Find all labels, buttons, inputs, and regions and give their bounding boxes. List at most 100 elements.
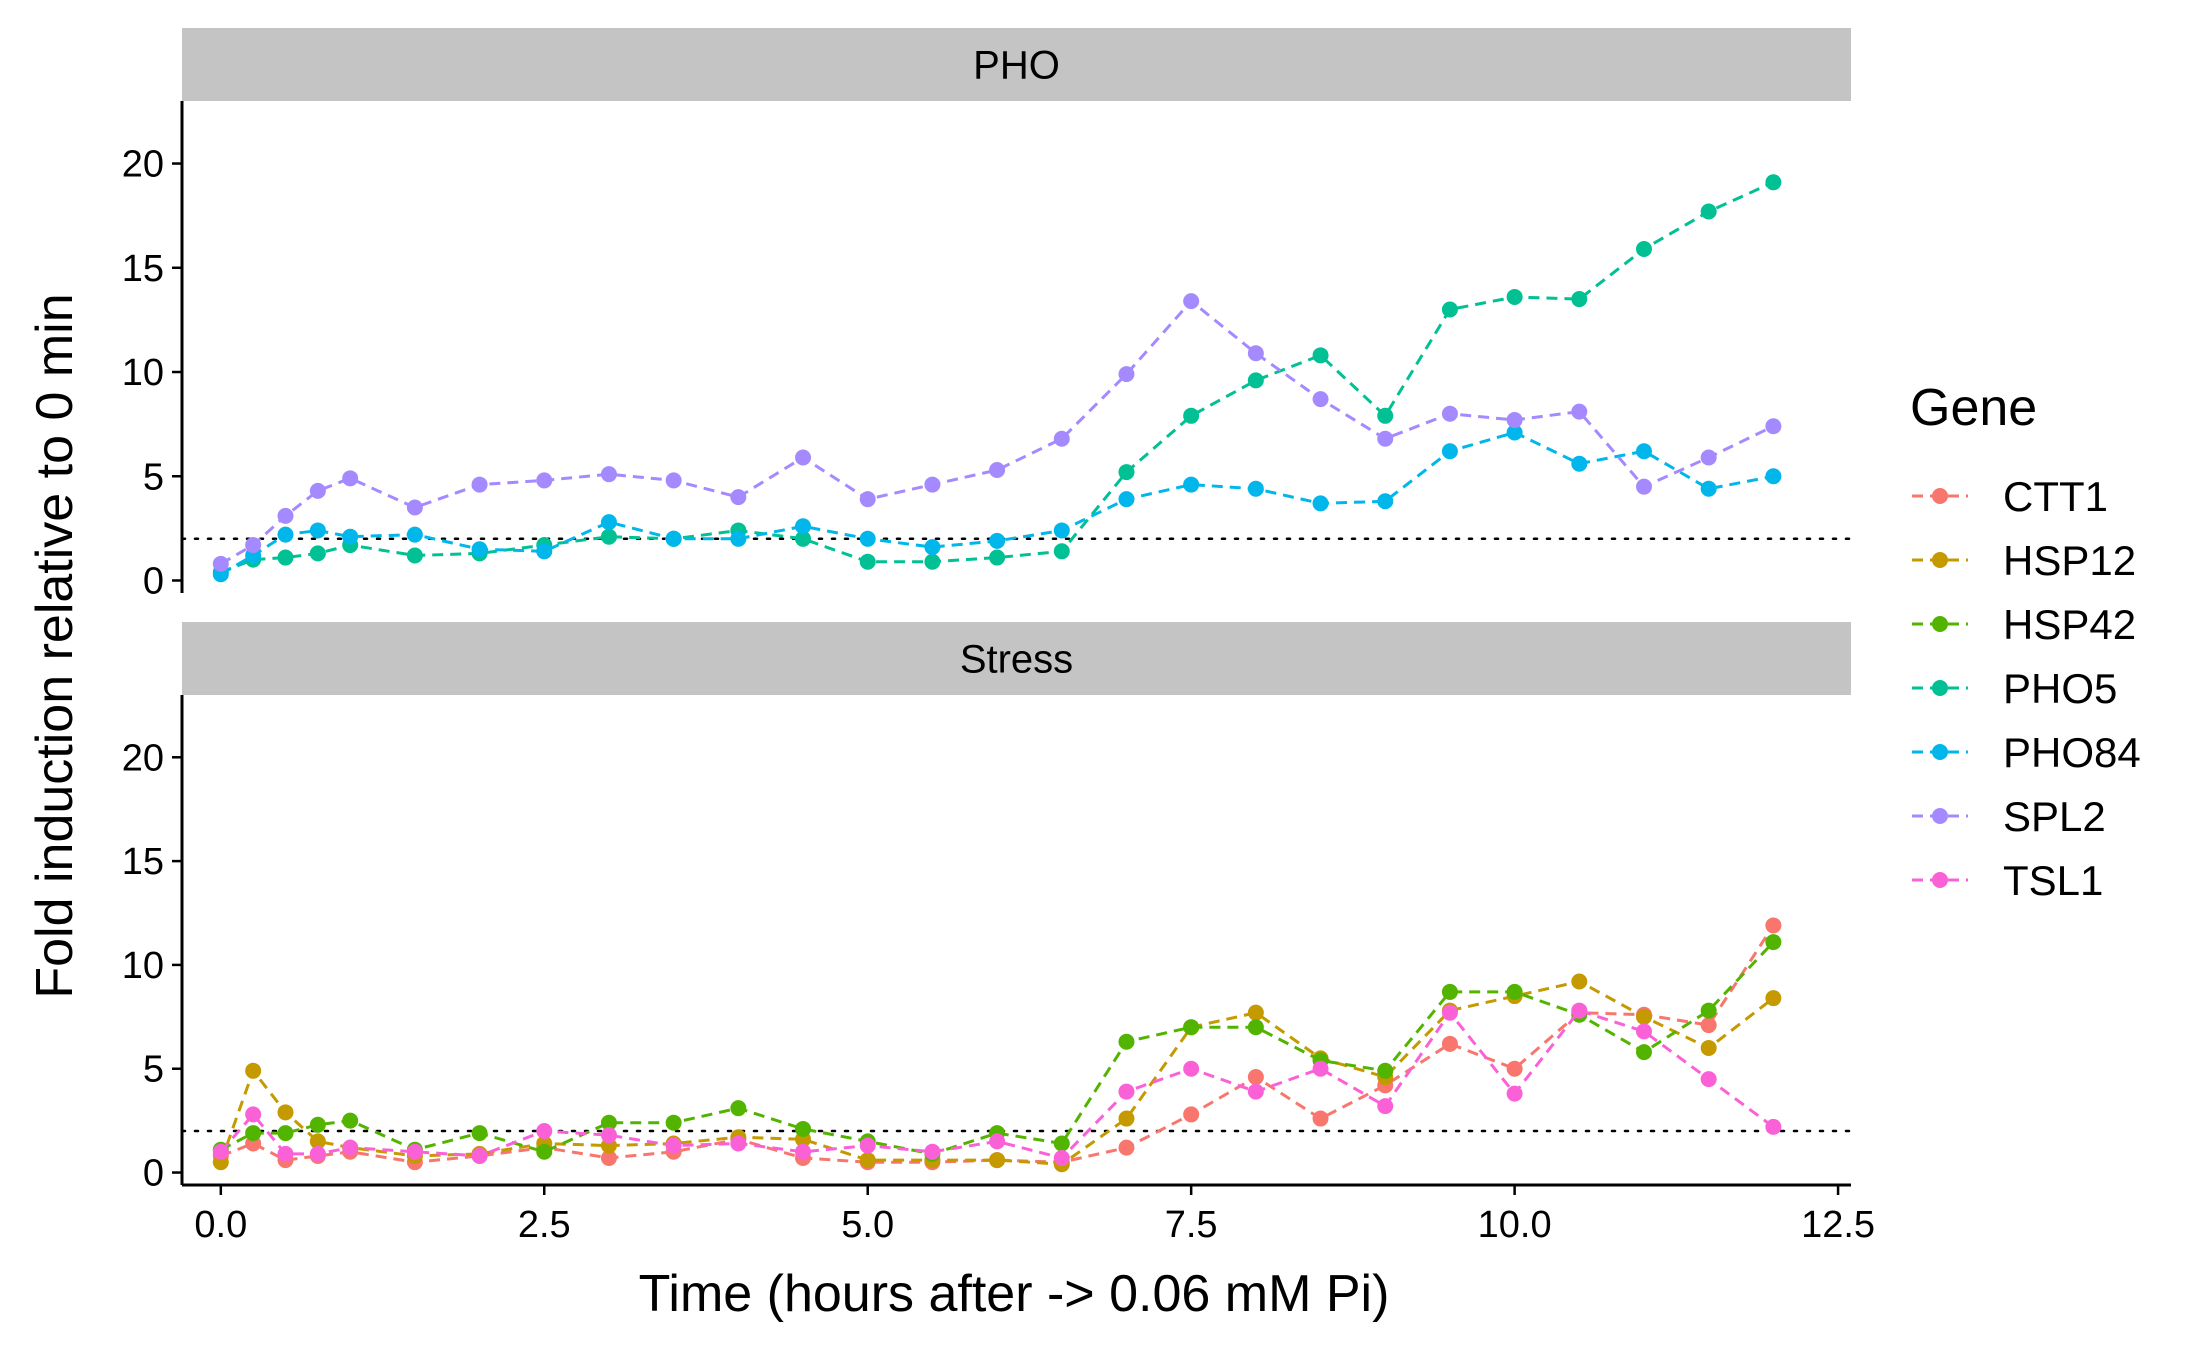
data-point [665, 530, 682, 547]
data-point [600, 1150, 617, 1167]
data-point [1377, 430, 1394, 447]
data-point [1635, 478, 1652, 495]
data-point [1506, 1060, 1523, 1077]
data-point [859, 1137, 876, 1154]
legend-key-point [1932, 808, 1948, 824]
legend-item-ctt1: CTT1 [1912, 473, 2108, 520]
x-axis: 0.0 2.5 5.0 7.5 10.0 12.5 [182, 1183, 1875, 1246]
data-point [989, 549, 1006, 566]
x-tick-label: 0.0 [194, 1204, 247, 1246]
y-tick-label: 15 [122, 841, 164, 883]
legend-label: CTT1 [2003, 473, 2108, 520]
data-point [212, 1143, 229, 1160]
data-point [989, 1152, 1006, 1169]
data-point [406, 499, 423, 516]
data-point [309, 482, 326, 499]
data-point [1700, 449, 1717, 466]
data-point [1765, 990, 1782, 1007]
y-tick-label: 10 [122, 945, 164, 987]
y-tick-label: 10 [122, 352, 164, 394]
data-point [1312, 391, 1329, 408]
data-point [730, 1135, 747, 1152]
y-tick-label: 5 [143, 1049, 164, 1091]
legend-key-point [1932, 872, 1948, 888]
data-point [342, 1139, 359, 1156]
data-point [406, 547, 423, 564]
data-point [1635, 1023, 1652, 1040]
legend-item-tsl1: TSL1 [1912, 857, 2103, 904]
data-point [1118, 1033, 1135, 1050]
data-point [342, 528, 359, 545]
legend-item-pho84: PHO84 [1912, 729, 2141, 776]
data-point [277, 507, 294, 524]
data-point [1183, 1019, 1200, 1036]
x-tick-label: 12.5 [1801, 1204, 1875, 1246]
data-point [600, 1127, 617, 1144]
data-point [1700, 1017, 1717, 1034]
data-point [1571, 291, 1588, 308]
data-point [989, 1133, 1006, 1150]
data-point [342, 470, 359, 487]
y-tick-label: 0 [143, 560, 164, 602]
facet-strip-label: Stress [960, 638, 1073, 682]
data-point [1247, 1069, 1264, 1086]
data-point [471, 476, 488, 493]
data-point [1441, 1004, 1458, 1021]
legend-label: HSP42 [2003, 601, 2136, 648]
y-tick-label: 15 [122, 248, 164, 290]
data-point [859, 491, 876, 508]
series-line [220, 430, 1774, 576]
data-point [600, 1114, 617, 1131]
legend-key-point [1932, 616, 1948, 632]
data-point [1053, 1150, 1070, 1167]
data-point [924, 553, 941, 570]
x-tick-label: 7.5 [1165, 1204, 1218, 1246]
legend-key-point [1932, 552, 1948, 568]
data-point [1700, 1039, 1717, 1056]
data-point [1700, 1071, 1717, 1088]
data-point [1700, 480, 1717, 497]
data-point [1506, 424, 1523, 441]
legend-label: TSL1 [2003, 857, 2103, 904]
data-point [600, 528, 617, 545]
legend-key-point [1932, 744, 1948, 760]
data-point [859, 1152, 876, 1169]
data-point [245, 537, 262, 554]
data-point [1053, 543, 1070, 560]
data-point [471, 1125, 488, 1142]
data-point [1765, 174, 1782, 191]
data-point [277, 1125, 294, 1142]
data-point [1118, 366, 1135, 383]
series-spl2 [212, 293, 1782, 572]
data-point [1247, 345, 1264, 362]
panel-stress: Stress 0 5 10 15 20 [122, 622, 1853, 1195]
data-point [1183, 476, 1200, 493]
data-point [277, 526, 294, 543]
data-point [406, 1143, 423, 1160]
data-point [1571, 403, 1588, 420]
data-point [730, 1100, 747, 1117]
data-point [536, 472, 553, 489]
data-point [1635, 1044, 1652, 1061]
legend-key-point [1932, 680, 1948, 696]
data-point [1118, 464, 1135, 481]
facet-strip-label: PHO [973, 44, 1060, 88]
legend-item-hsp42: HSP42 [1912, 601, 2136, 648]
data-point [1765, 934, 1782, 951]
data-point [245, 1125, 262, 1142]
data-point [1441, 301, 1458, 318]
data-point [277, 1104, 294, 1121]
legend-item-hsp12: HSP12 [1912, 537, 2136, 584]
x-tick-label: 2.5 [518, 1204, 571, 1246]
data-point [1053, 430, 1070, 447]
data-point [406, 526, 423, 543]
legend-label: PHO5 [2003, 665, 2117, 712]
data-point [212, 555, 229, 572]
legend-key-point [1932, 488, 1948, 504]
legend-label: HSP12 [2003, 537, 2136, 584]
y-axis-title: Fold induction relative to 0 min [26, 293, 84, 998]
data-point [1053, 1135, 1070, 1152]
data-point [1118, 1110, 1135, 1127]
data-point [245, 1062, 262, 1079]
